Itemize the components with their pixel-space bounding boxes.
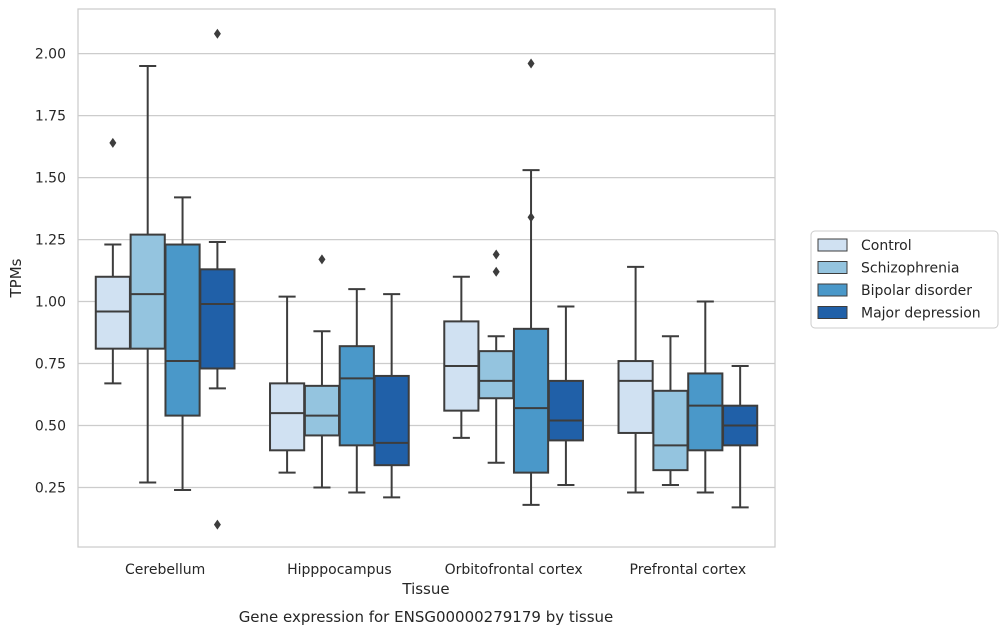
legend-label-major-depression: Major depression (861, 306, 981, 322)
y-tick-label: 0.25 (35, 480, 66, 496)
box-major-depression-prefrontal-cortex (722, 365, 759, 509)
legend: Control Schizophrenia Bipolar disorder Majo… (810, 230, 999, 329)
box-major-depression-cerebellum (199, 28, 236, 530)
box-iqr (478, 350, 515, 400)
box-schizophrenia-prefrontal-cortex (652, 335, 689, 487)
y-tick-labels: 0.25 0.50 0.75 1.00 1.25 1.50 1.75 2.00 (35, 47, 66, 497)
legend-label-schizophrenia: Schizophrenia (861, 261, 959, 277)
legend-frame (810, 230, 999, 329)
boxes (94, 28, 759, 530)
legend-swatch-major-depression (817, 306, 848, 319)
box-iqr (164, 243, 201, 417)
outlier-point (527, 58, 535, 69)
box-iqr (269, 382, 306, 452)
box-major-depression-hipppocampus (373, 293, 410, 499)
x-tick-labels: Cerebellum Hipppocampus Orbitofrontal cort… (125, 562, 746, 578)
box-iqr (129, 233, 166, 350)
box-bipolar-disorder-prefrontal-cortex (687, 300, 724, 494)
box-iqr (94, 275, 131, 350)
chart-caption: Gene expression for ENSG00000279179 by t… (239, 608, 614, 626)
x-tick-label: Cerebellum (125, 562, 205, 578)
x-tick-label: Hipppocampus (287, 562, 392, 578)
legend-swatch-control (817, 238, 848, 252)
legend-label-control: Control (861, 238, 912, 254)
box-iqr (687, 372, 724, 452)
box-schizophrenia-hipppocampus (303, 254, 341, 489)
box-control-prefrontal-cortex (617, 265, 654, 494)
legend-swatch-schizophrenia (817, 261, 848, 274)
box-iqr (547, 379, 584, 442)
y-tick-label: 1.25 (35, 233, 66, 249)
x-tick-label: Orbitofrontal cortex (445, 562, 583, 578)
legend-label-bipolar-disorder: Bipolar disorder (861, 283, 972, 299)
box-major-depression-orbitofrontal-cortex (547, 305, 584, 487)
outlier-point (527, 212, 535, 223)
plot-frame (77, 8, 776, 548)
y-tick-label: 1.50 (35, 171, 66, 187)
box-iqr (338, 345, 375, 447)
box-iqr (652, 389, 689, 472)
y-tick-label: 1.00 (35, 295, 66, 311)
y-tick-label: 0.50 (35, 419, 66, 435)
box-iqr (199, 268, 236, 370)
y-tick-label: 0.75 (35, 357, 66, 373)
box-iqr (373, 374, 410, 467)
y-tick-label: 2.00 (35, 47, 66, 63)
x-axis-label: Tissue (401, 580, 449, 598)
box-control-cerebellum (94, 137, 131, 385)
box-iqr (512, 327, 550, 474)
y-axis-label: TPMs (7, 258, 25, 298)
box-iqr (303, 384, 341, 437)
outlier-point (109, 137, 117, 148)
legend-swatch-bipolar-disorder (817, 283, 848, 297)
box-iqr (617, 360, 654, 434)
y-tick-label: 1.75 (35, 109, 66, 125)
outlier-point (492, 249, 500, 260)
x-tick-label: Prefrontal cortex (630, 562, 747, 578)
box-control-hipppocampus (269, 295, 306, 474)
outlier-point (492, 266, 500, 277)
box-bipolar-disorder-orbitofrontal-cortex (512, 58, 550, 506)
box-bipolar-disorder-cerebellum (164, 196, 201, 491)
outlier-point (318, 254, 326, 265)
outlier-point (213, 519, 221, 530)
outlier-point (213, 28, 221, 39)
